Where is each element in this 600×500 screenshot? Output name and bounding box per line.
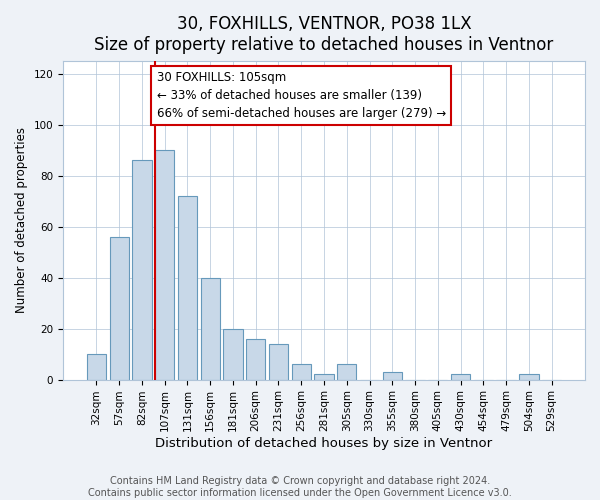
- Bar: [383, 372, 402, 380]
- Bar: [337, 364, 356, 380]
- Bar: [246, 339, 265, 380]
- Title: 30, FOXHILLS, VENTNOR, PO38 1LX
Size of property relative to detached houses in : 30, FOXHILLS, VENTNOR, PO38 1LX Size of …: [94, 15, 554, 54]
- Bar: [292, 364, 311, 380]
- Bar: [223, 328, 242, 380]
- Bar: [87, 354, 106, 380]
- Bar: [314, 374, 334, 380]
- Bar: [269, 344, 288, 380]
- Bar: [451, 374, 470, 380]
- Bar: [519, 374, 539, 380]
- Text: 30 FOXHILLS: 105sqm
← 33% of detached houses are smaller (139)
66% of semi-detac: 30 FOXHILLS: 105sqm ← 33% of detached ho…: [157, 71, 446, 120]
- Bar: [132, 160, 152, 380]
- Bar: [110, 237, 129, 380]
- Text: Contains HM Land Registry data © Crown copyright and database right 2024.
Contai: Contains HM Land Registry data © Crown c…: [88, 476, 512, 498]
- Bar: [155, 150, 175, 380]
- Y-axis label: Number of detached properties: Number of detached properties: [15, 128, 28, 314]
- Bar: [200, 278, 220, 380]
- Bar: [178, 196, 197, 380]
- X-axis label: Distribution of detached houses by size in Ventnor: Distribution of detached houses by size …: [155, 437, 493, 450]
